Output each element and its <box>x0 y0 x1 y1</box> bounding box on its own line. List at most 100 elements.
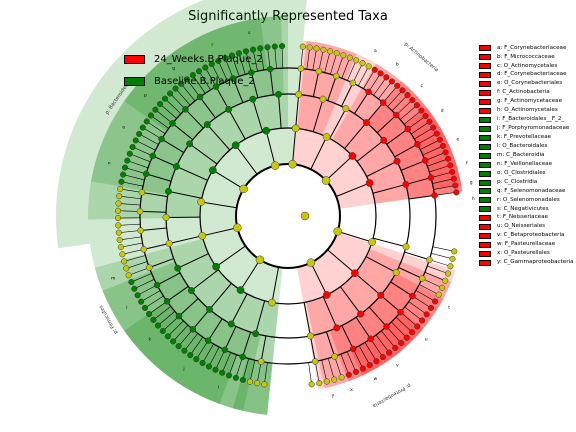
tree-branch <box>207 318 223 341</box>
taxon-node <box>254 380 261 387</box>
tree-branch <box>341 325 354 350</box>
clade-letter-label: d <box>441 108 444 114</box>
taxon-node <box>394 82 401 89</box>
tree-branch <box>184 333 199 351</box>
taxon-node <box>132 137 139 144</box>
tree-branch <box>122 249 144 255</box>
tree-branch <box>398 267 423 279</box>
tree-branch <box>169 93 186 110</box>
tree-branch <box>123 174 145 181</box>
clade-legend-swatch <box>479 161 491 168</box>
clade-legend-swatch <box>479 259 491 266</box>
taxon-node <box>427 304 435 311</box>
tree-branch <box>255 300 266 334</box>
tree-branch <box>269 69 274 95</box>
clade-legend-swatch <box>479 188 491 195</box>
taxon-node <box>449 168 456 176</box>
tree-branch <box>211 63 222 84</box>
taxon-node <box>366 362 373 369</box>
taxon-node <box>332 72 340 80</box>
tree-branch <box>372 183 406 194</box>
clade-legend-swatch <box>479 108 491 115</box>
tree-branch <box>327 249 356 274</box>
taxon-node <box>225 105 233 113</box>
tree-branch <box>120 188 142 193</box>
clade-legend-label: m: C_Bacteroidia <box>497 151 545 158</box>
tree-branch <box>256 361 262 384</box>
taxon-node <box>300 211 310 221</box>
clade-letter-label: u <box>425 337 428 342</box>
tree-branch <box>142 127 162 140</box>
taxon-node <box>138 298 145 305</box>
taxon-node <box>189 326 197 333</box>
tree-branch <box>180 83 196 102</box>
tree-branch <box>176 166 208 181</box>
taxon-node <box>183 76 190 83</box>
tree-branch <box>380 294 401 313</box>
tree-branch <box>321 360 328 382</box>
tree-branch <box>162 315 180 332</box>
tree-branch <box>278 94 282 129</box>
group-legend-item-24-weeks: 24_Weeks.B.Plaque_2 <box>124 52 263 66</box>
taxon-node <box>222 55 229 62</box>
tree-branch <box>427 158 449 167</box>
tree-branch <box>357 66 369 86</box>
tree-branch <box>352 348 364 369</box>
taxon-node <box>414 323 421 330</box>
taxon-node <box>147 112 154 119</box>
taxon-node <box>149 152 156 160</box>
clade-legend-label: c: O_Actinomycetales <box>497 62 558 69</box>
taxon-node <box>311 358 319 365</box>
taxon-node <box>221 346 229 354</box>
clade-letter-label: a <box>374 49 377 54</box>
taxon-node <box>442 149 449 156</box>
taxon-node <box>393 157 401 165</box>
clade-letter-label: w <box>373 377 377 382</box>
taxon-node <box>139 124 146 131</box>
clade-legend-swatch <box>479 143 491 150</box>
taxon-node <box>199 359 206 367</box>
group-legend-swatch <box>124 54 145 64</box>
taxon-node <box>444 270 452 277</box>
clade-legend-label: f: C_Actinobacteria <box>497 89 550 96</box>
clade-legend-label: b: F_Micrococcaceae <box>497 53 555 60</box>
tree-branch <box>206 124 231 151</box>
tree-branch <box>400 104 418 120</box>
tree-branch <box>429 165 451 173</box>
tree-branch <box>250 72 259 98</box>
tree-branch <box>150 115 169 129</box>
clade-letter-label: i <box>218 384 219 390</box>
tree-branch <box>306 47 310 70</box>
tree-branch <box>169 235 203 244</box>
tree-branch <box>119 195 142 200</box>
clade-legend-item: d: F_Corynebacteriaceae <box>479 71 574 80</box>
clade-letter-labels: a b c d e f g h i j k l m n o p q r s t u v w x y <box>108 31 475 398</box>
clade-legend-swatch <box>479 215 491 222</box>
tree-branch <box>390 281 413 297</box>
taxon-nodes <box>114 43 460 388</box>
tree-branch <box>264 362 268 385</box>
taxon-node <box>196 93 204 101</box>
taxon-node <box>392 111 400 119</box>
taxon-node <box>331 376 338 383</box>
taxon-node <box>320 46 327 53</box>
tree-branch <box>404 251 430 261</box>
taxon-node <box>152 106 159 113</box>
taxon-node <box>121 258 128 265</box>
taxon-node <box>248 69 255 76</box>
taxon-node <box>316 380 323 387</box>
clade-legend-label: g: F_Actinomycetaceae <box>497 98 563 105</box>
clade-shade <box>350 311 423 376</box>
taxon-node <box>173 163 180 170</box>
clade-shade <box>366 81 463 200</box>
tree-branch <box>310 136 328 170</box>
tree-branch <box>336 182 370 197</box>
tree-branch <box>201 201 237 209</box>
tree-branch <box>368 73 381 93</box>
tree-branch <box>199 96 216 119</box>
taxon-node <box>178 80 185 87</box>
tree-branch <box>400 160 426 171</box>
taxon-node <box>319 95 327 103</box>
taxon-node <box>114 215 122 222</box>
clade-letter-label: j <box>182 366 184 372</box>
